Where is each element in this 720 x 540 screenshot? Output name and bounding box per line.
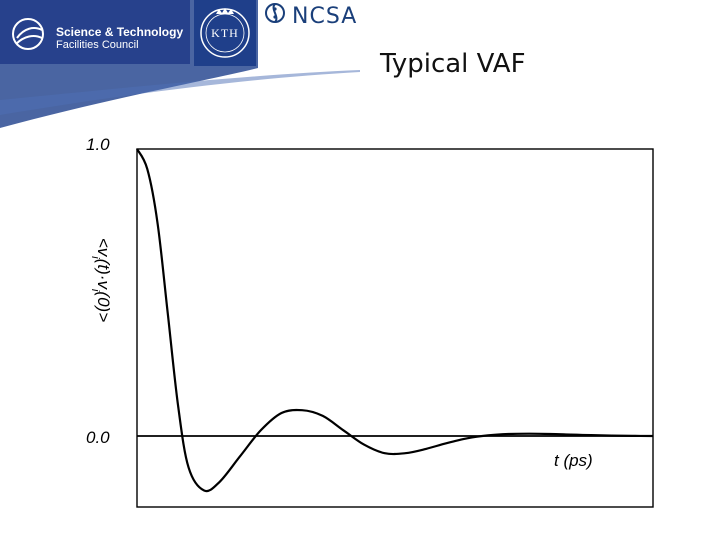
series-line-vaf: [136, 148, 654, 493]
series-points: [136, 148, 654, 492]
header-swoosh-decoration: [0, 0, 360, 128]
kth-crest-ring: [200, 8, 250, 58]
slide-header: Science & Technology Facilities Council …: [0, 0, 720, 130]
y-axis-label: <vi(t)·vi(0)>: [89, 238, 113, 322]
org-sub: Facilities Council: [56, 39, 139, 51]
kth-label: KTH: [211, 26, 239, 40]
y-tick-label-0: 0.0: [86, 428, 110, 447]
ncsa-emblem-icon: [265, 3, 285, 23]
x-axis-label: t (ps): [554, 451, 593, 470]
slide-title: Typical VAF: [380, 49, 526, 79]
org-name: Science & Technology: [56, 25, 184, 39]
kth-crest-icon: KTH: [194, 0, 256, 66]
ncsa-logo-text: NCSA: [292, 4, 358, 29]
plot-frame: [136, 148, 654, 508]
stfc-logo: Science & Technology Facilities Council: [0, 0, 190, 64]
y-tick-label-1: 1.0: [86, 135, 110, 154]
stfc-logo-icon: [12, 18, 44, 50]
